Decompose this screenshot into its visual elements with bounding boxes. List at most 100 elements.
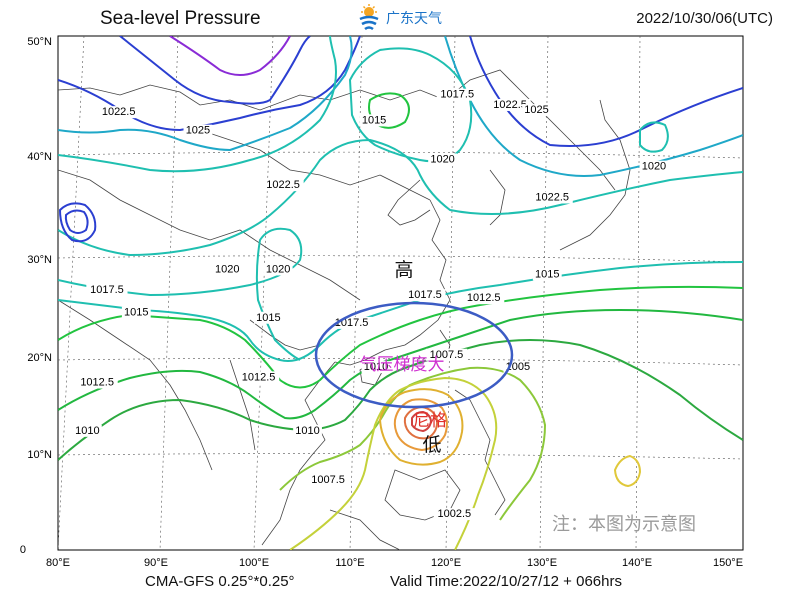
isobar-label: 1020 — [215, 263, 239, 275]
lon-label: 150°E — [713, 557, 743, 569]
chart-title: Sea-level Pressure — [100, 8, 261, 29]
longitude-labels: 80°E 90°E 100°E 110°E 120°E 130°E 140°E … — [46, 557, 743, 569]
sun-cloud-logo-icon — [359, 4, 379, 31]
isobar-label: 1010 — [364, 361, 388, 373]
isobar-1025-closed-west — [58, 202, 97, 243]
isobar-1032 — [169, 36, 291, 76]
isobar-label: 1012.5 — [80, 377, 114, 389]
isobar-label-bg — [293, 424, 322, 437]
isobar-label: 1017.5 — [440, 89, 474, 101]
lon-label: 100°E — [239, 557, 269, 569]
schematic-note: 注：本图为示意图 — [552, 514, 696, 535]
isobar-label-bg — [532, 268, 562, 281]
isobar-label: 1020 — [266, 263, 290, 275]
isobar-label-bg — [212, 263, 242, 276]
isobar-label: 1015 — [362, 114, 386, 126]
isobar-1027-closed-west — [64, 209, 89, 234]
isobar-label-bg — [531, 191, 573, 204]
isobar-1025 — [58, 36, 353, 152]
isobar-1007-5 — [279, 366, 547, 521]
isobar-label: 1015 — [535, 269, 559, 281]
isobar-label: 1007.5 — [430, 349, 464, 361]
isobar-1022-5 — [58, 36, 337, 173]
isobar-1020 — [58, 138, 743, 257]
isobar-label-bg — [86, 284, 128, 296]
lon-label: 140°E — [622, 557, 652, 569]
lon-label: 130°E — [527, 557, 557, 569]
isobar-995 — [411, 410, 433, 433]
isobar-label-bg — [522, 104, 551, 117]
isobar-label-bg — [639, 160, 669, 173]
isobar-label-bg — [428, 153, 457, 166]
isobar-1030 — [119, 36, 311, 105]
isobar-label: 1022.5 — [266, 179, 300, 191]
isobar-label: 1017.5 — [408, 289, 442, 301]
isobar-1025-east — [469, 36, 743, 147]
isobar-1017-5-high — [348, 47, 473, 163]
isobar-label: 1020 — [642, 161, 666, 173]
valid-time: Valid Time:2022/10/27/12 + 066hrs — [390, 573, 622, 590]
isobar-label-bg — [76, 376, 118, 389]
isobar-label: 1015 — [124, 307, 148, 319]
isobar-1017-5 — [58, 261, 743, 362]
isobar-label: 1010 — [295, 425, 319, 437]
isobar-label: 1022.5 — [102, 106, 136, 118]
isobar-label-bg — [238, 371, 280, 384]
isobar-1007-5-east — [613, 454, 642, 488]
isobar-label-bg — [253, 311, 283, 324]
logo-text: 广东天气 — [386, 11, 442, 27]
lat-label: 50°N — [27, 36, 52, 48]
high-pressure-label: 高 — [394, 259, 413, 281]
isobar-label-bg — [436, 88, 478, 101]
latitude-labels: 50°N 40°N 30°N 20°N 10°N 0 — [20, 36, 52, 556]
gradient-ellipse — [314, 301, 514, 409]
isobar-label-bg — [307, 474, 349, 487]
isobar-label-bg — [489, 98, 531, 111]
isobar-label-bg — [263, 263, 293, 276]
lat-label: 30°N — [27, 254, 52, 266]
isobar-label-bg — [433, 508, 475, 521]
isobar-1000 — [393, 398, 448, 452]
lon-label: 80°E — [46, 557, 70, 569]
model-info: CMA-GFS 0.25°*0.25° — [145, 573, 295, 590]
isobar-label: 1005 — [393, 556, 417, 568]
isobar-1002-5 — [378, 388, 464, 466]
isobar-label-bg — [72, 424, 102, 437]
lat-label: 20°N — [27, 352, 52, 364]
isobars — [58, 36, 743, 550]
isobar-label: 1022.5 — [535, 191, 569, 203]
isobar-1020-west — [58, 227, 303, 361]
isobar-label-bg — [359, 114, 389, 127]
lon-label: 90°E — [144, 557, 168, 569]
isobar-label: 1010 — [75, 425, 99, 437]
isobar-label-bg — [391, 556, 420, 568]
isobar-label-bg — [98, 106, 140, 119]
isobar-label-bg — [121, 306, 151, 319]
pressure-gradient-label: 气压梯度大 — [360, 355, 445, 375]
isobar-label-bg — [404, 289, 446, 302]
isobar-1012-5 — [58, 308, 743, 420]
isobar-label-bg — [262, 179, 304, 192]
logo: 广东天气 — [356, 4, 442, 32]
isobar-label: 1025 — [524, 104, 548, 116]
isobar-label: 1017.5 — [335, 317, 369, 329]
isobar-label-bg — [425, 348, 468, 361]
isobar-1010 — [58, 339, 743, 461]
isobar-label-bg — [183, 124, 213, 137]
isobar-label: 1015 — [256, 312, 280, 324]
isobar-1020-closed-east — [639, 121, 669, 153]
low-pressure-label: 低 — [422, 434, 441, 456]
isobar-label: 1012.5 — [242, 371, 276, 383]
isobar-label: 1002.5 — [437, 508, 471, 520]
map-frame — [57, 35, 744, 551]
isobar-label: 1025 — [186, 125, 210, 137]
lat-label: 10°N — [27, 449, 52, 461]
timestamp: 2022/10/30/06(UTC) — [636, 10, 773, 27]
isobar-label-bg — [463, 292, 505, 305]
typhoon-name-label: 尼格 — [413, 411, 447, 431]
lon-label: 120°E — [431, 557, 461, 569]
lat-label: 40°N — [27, 151, 52, 163]
isobar-label: 1017.5 — [90, 284, 124, 296]
isobar-label: 1007.5 — [311, 474, 345, 486]
